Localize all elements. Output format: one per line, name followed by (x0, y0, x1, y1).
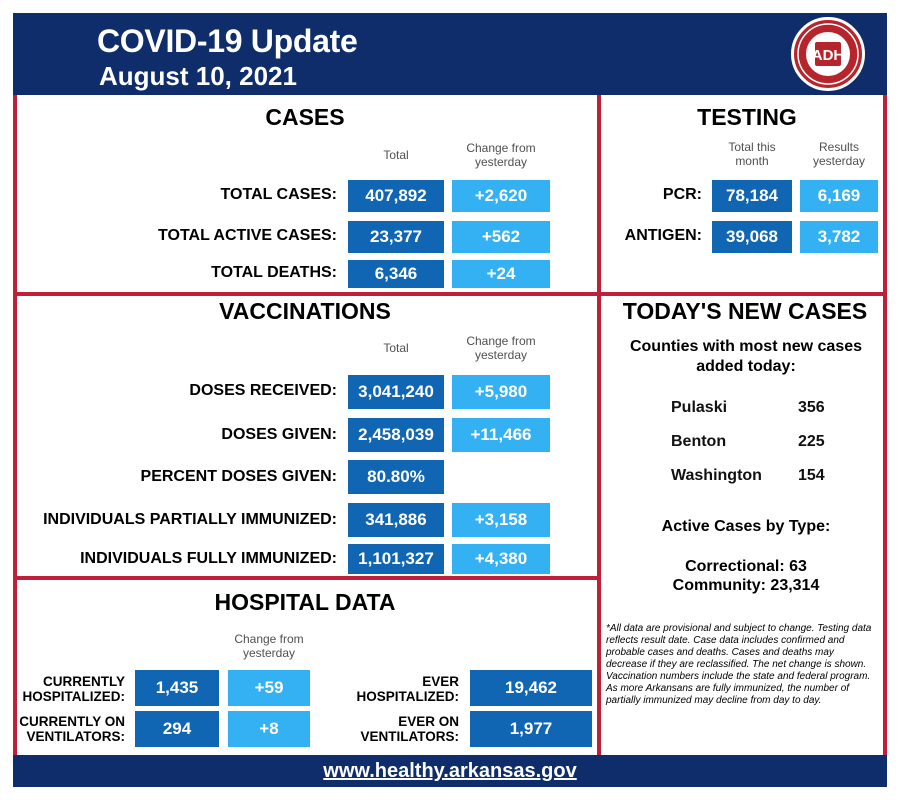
vaccinations-title: VACCINATIONS (219, 298, 391, 324)
pcr-label: PCR: (662, 186, 702, 203)
health-department-logo: ADH (791, 17, 865, 91)
frame-divider-vaccinations (13, 576, 601, 580)
pcr-results-yesterday: 6,169 (800, 180, 878, 212)
county-count: 356 (798, 399, 825, 416)
currently-ventilators-change: +8 (228, 711, 310, 747)
county-count: 154 (798, 467, 825, 484)
currently-hospitalized-label: CURRENTLY HOSPITALIZED: (22, 674, 126, 704)
page-title: COVID-19 Update (97, 23, 358, 59)
arkansas-logo-icon: ADH (797, 23, 859, 85)
total-deaths-value: 6,346 (348, 260, 444, 288)
new-cases-title: TODAY'S NEW CASES (622, 298, 868, 324)
hospital-title: HOSPITAL DATA (214, 589, 396, 615)
doses-given-value: 2,458,039 (348, 418, 444, 452)
fully-immunized-value: 1,101,327 (348, 544, 444, 574)
currently-ventilators-value: 294 (135, 711, 219, 747)
doses-given-change: +11,466 (452, 418, 550, 452)
currently-ventilators-label: CURRENTLY ON VENTILATORS: (19, 714, 125, 744)
logo-lettering: ADH (812, 47, 845, 64)
new-cases-subtitle: Counties with most new cases added today… (629, 338, 863, 375)
antigen-value: 39,068 (712, 221, 792, 253)
header-banner: COVID-19 Update August 10, 2021 ADH (13, 13, 887, 95)
hospital-col-change: Change from yesterday (234, 632, 304, 660)
pcr-value: 78,184 (712, 180, 792, 212)
doses-received-change: +5,980 (452, 375, 550, 409)
data-disclaimer: *All data are provisional and subject to… (606, 623, 872, 706)
county-name: Benton (671, 433, 727, 450)
frame-left (13, 95, 17, 755)
county-name: Washington (671, 467, 762, 484)
antigen-label: ANTIGEN: (624, 227, 702, 244)
total-cases-change: +2,620 (452, 180, 550, 212)
cases-col-total: Total (383, 148, 409, 162)
frame-divider-vertical (597, 95, 601, 755)
partially-immunized-label: INDIVIDUALS PARTIALLY IMMUNIZED: (43, 511, 337, 528)
currently-hospitalized-value: 1,435 (135, 670, 219, 706)
partially-immunized-value: 341,886 (348, 503, 444, 537)
frame-right (883, 95, 887, 755)
cases-col-change: Change from yesterday (466, 141, 536, 169)
correctional-cases: Correctional: 63 (685, 558, 807, 575)
update-date: August 10, 2021 (99, 61, 297, 91)
vaccinations-col-change: Change from yesterday (466, 334, 536, 362)
active-cases-type-title: Active Cases by Type: (661, 518, 831, 535)
county-count: 225 (798, 433, 825, 450)
website-link[interactable]: www.healthy.arkansas.gov (323, 760, 577, 782)
doses-received-label: DOSES RECEIVED: (189, 382, 337, 399)
testing-title: TESTING (697, 104, 797, 130)
footer-banner: www.healthy.arkansas.gov (13, 755, 887, 787)
fully-immunized-change: +4,380 (452, 544, 550, 574)
percent-doses-given-label: PERCENT DOSES GIVEN: (140, 468, 337, 485)
fully-immunized-label: INDIVIDUALS FULLY IMMUNIZED: (80, 550, 337, 567)
community-cases: Community: 23,314 (672, 577, 820, 594)
active-cases-change: +562 (452, 221, 550, 253)
antigen-results-yesterday: 3,782 (800, 221, 878, 253)
active-cases-label: TOTAL ACTIVE CASES: (158, 227, 337, 244)
currently-hospitalized-change: +59 (228, 670, 310, 706)
partially-immunized-change: +3,158 (452, 503, 550, 537)
total-cases-label: TOTAL CASES: (220, 186, 337, 203)
doses-given-label: DOSES GIVEN: (221, 426, 337, 443)
ever-ventilators-value: 1,977 (470, 711, 592, 747)
frame-divider-cases (13, 292, 887, 296)
ever-hospitalized-value: 19,462 (470, 670, 592, 706)
active-cases-value: 23,377 (348, 221, 444, 253)
ever-hospitalized-label: EVER HOSPITALIZED: (356, 674, 460, 704)
vaccinations-col-total: Total (383, 341, 409, 355)
county-name: Pulaski (671, 399, 728, 416)
total-deaths-label: TOTAL DEATHS: (211, 264, 337, 281)
total-cases-value: 407,892 (348, 180, 444, 212)
testing-col-change: Results yesterday (812, 140, 866, 168)
percent-doses-given-value: 80.80% (348, 460, 444, 494)
ever-ventilators-label: EVER ON VENTILATORS: (360, 714, 459, 744)
cases-title: CASES (265, 104, 345, 130)
total-deaths-change: +24 (452, 260, 550, 288)
doses-received-value: 3,041,240 (348, 375, 444, 409)
testing-col-total: Total this month (728, 140, 776, 168)
